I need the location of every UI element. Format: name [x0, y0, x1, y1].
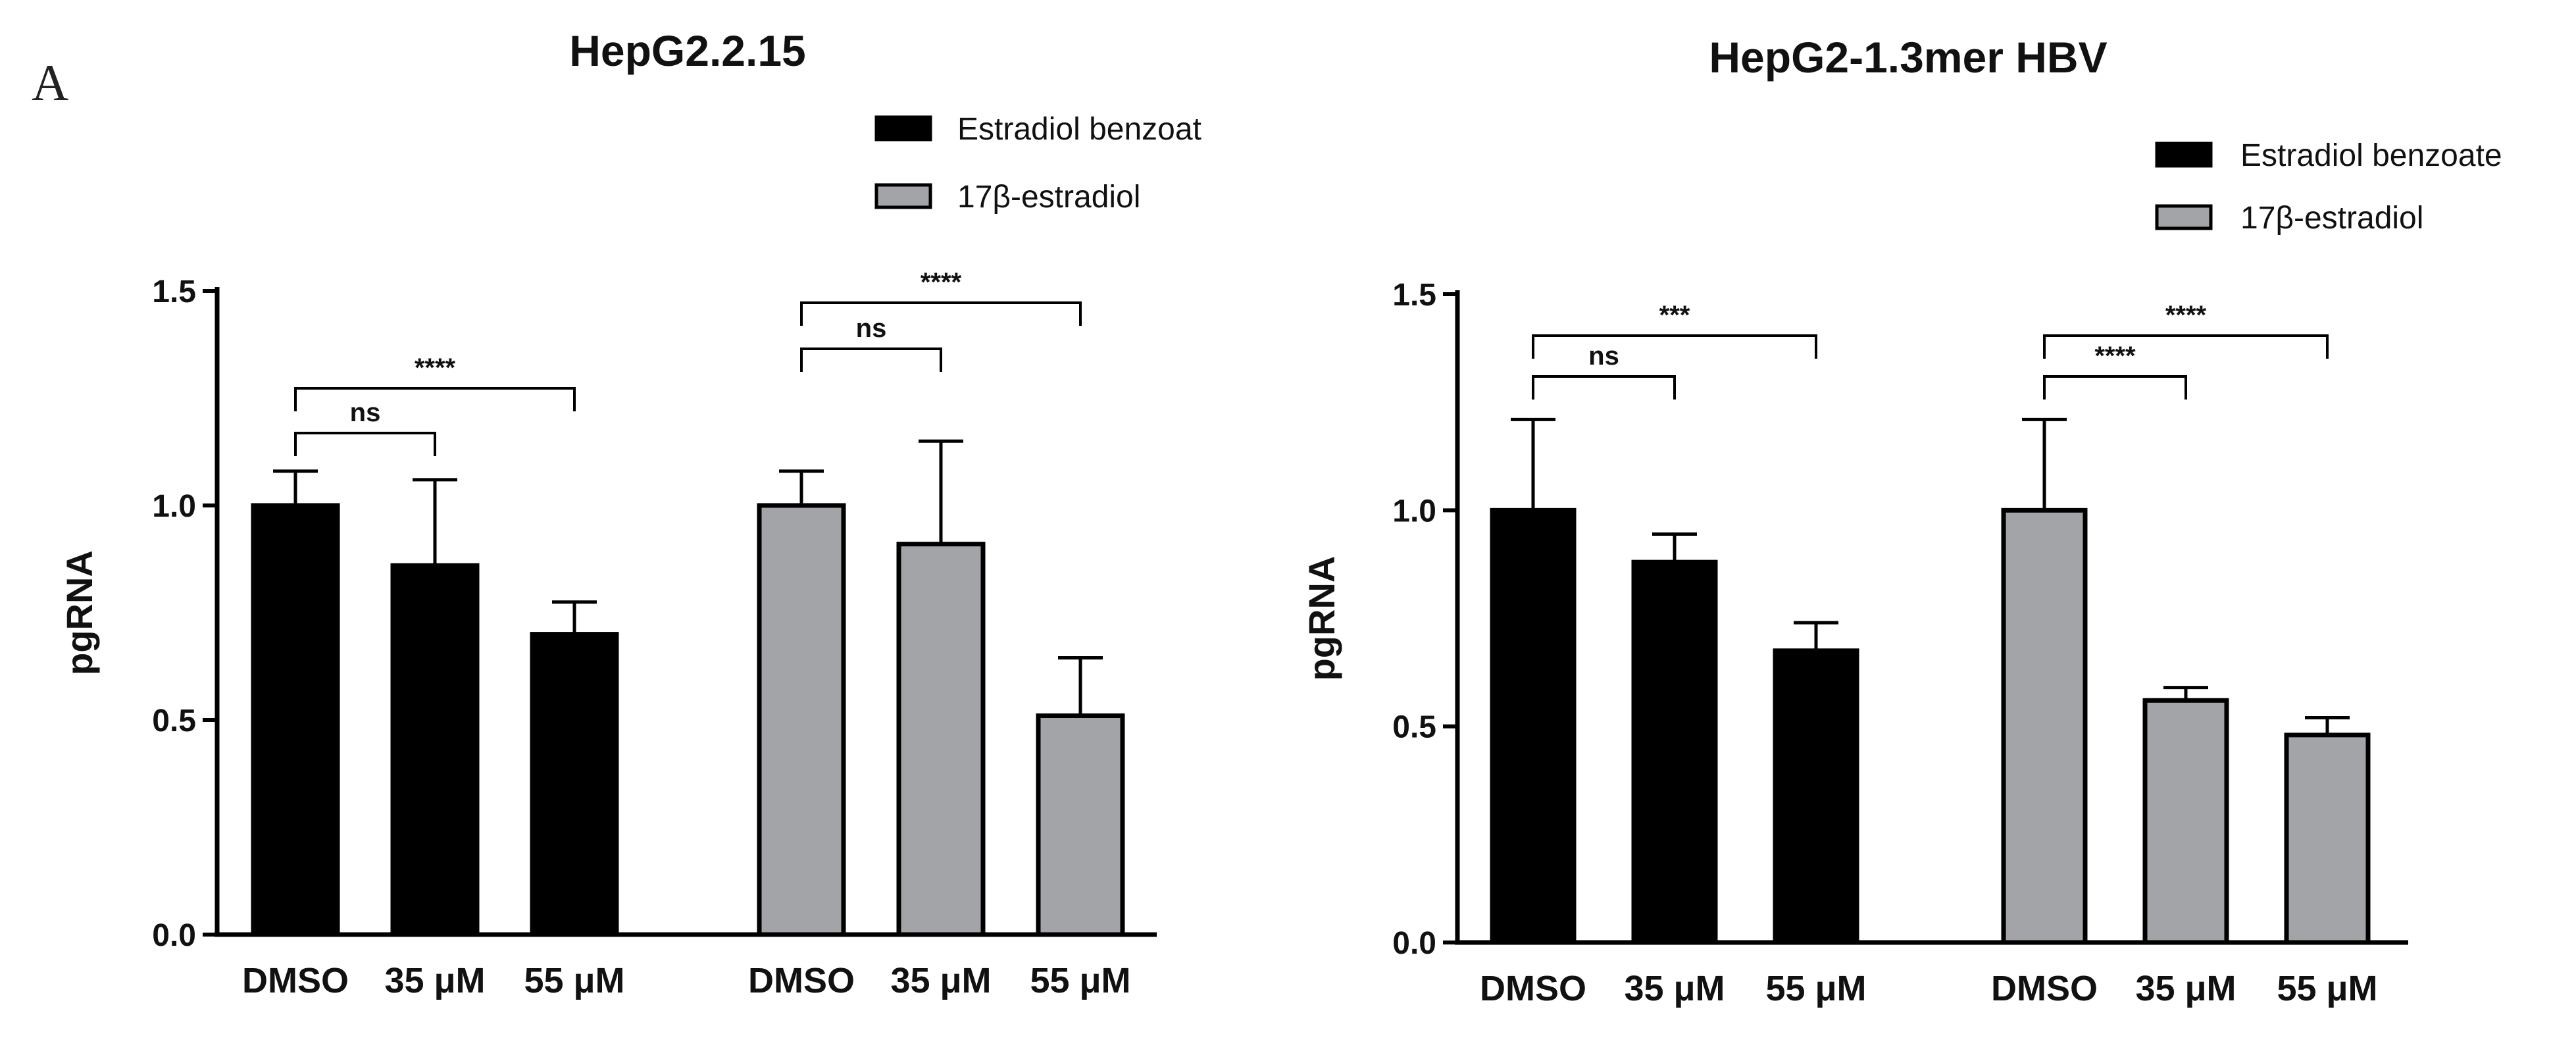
bar [1773, 648, 1859, 945]
legend-swatch [2155, 142, 2213, 168]
significance-bracket [294, 387, 576, 411]
y-tick-label: 0.5 [1392, 710, 1436, 745]
significance-label: ns [350, 398, 381, 427]
x-category-label: 55 μM [1030, 961, 1130, 1000]
significance-label: **** [2165, 301, 2207, 330]
x-category-label: DMSO [748, 961, 855, 1000]
x-category-label: DMSO [242, 961, 349, 1000]
chart-title: HepG2-1.3mer HBV [1709, 33, 2107, 82]
significance-bracket [800, 301, 1082, 326]
significance-label: *** [1659, 301, 1690, 330]
x-category-label: DMSO [1991, 969, 2098, 1008]
legend-swatch [874, 115, 932, 142]
significance-bracket [1532, 334, 1817, 359]
bar [1490, 507, 1577, 945]
y-tick-label: 0.5 [152, 704, 196, 738]
x-category-label: 35 μM [890, 961, 991, 1000]
significance-label: **** [921, 268, 962, 297]
bar [390, 563, 480, 937]
legend-label: 17β-estradiol [957, 180, 1140, 215]
chart-title: HepG2.2.15 [569, 26, 806, 75]
bar [2001, 507, 2088, 945]
bar [2284, 733, 2371, 945]
x-category-label: 35 μM [384, 961, 485, 1000]
y-axis-label: pgRNA [59, 550, 100, 675]
y-tick-label: 1.0 [152, 489, 196, 524]
x-category-label: 35 μM [1624, 969, 1725, 1008]
x-category-label: 55 μM [524, 961, 624, 1000]
significance-bracket [2043, 334, 2329, 359]
x-category-label: 35 μM [2135, 969, 2236, 1008]
x-category-label: 55 μM [2277, 969, 2377, 1008]
y-tick-label: 0.0 [1392, 926, 1436, 961]
legend-label: Estradiol benzoate [2240, 138, 2502, 173]
significance-bracket [800, 348, 942, 372]
chart-hepg2-2-15: HepG2.2.15 Estradiol benzoat 17β-estradiol… [59, 26, 1201, 1000]
significance-label: ns [856, 314, 887, 343]
significance-bracket [294, 432, 436, 456]
significance-bracket [1532, 375, 1676, 400]
legend-swatch [2155, 204, 2213, 230]
chart-hepg2-1-3mer-hbv: HepG2-1.3mer HBV Estradiol benzoate 17β-es… [1301, 33, 2502, 1008]
significance-bracket [2043, 375, 2187, 400]
y-tick-label: 0.0 [152, 918, 196, 953]
bar [757, 503, 846, 937]
bar [251, 503, 340, 937]
significance-label: **** [2094, 342, 2136, 371]
x-category-label: DMSO [1480, 969, 1586, 1008]
bar [896, 542, 986, 937]
legend-label: 17β-estradiol [2240, 201, 2423, 236]
x-category-label: 55 μM [1765, 969, 1866, 1008]
bar [2142, 698, 2229, 945]
legend-swatch [874, 183, 932, 209]
bar [1036, 713, 1125, 937]
significance-label: ns [1588, 342, 1619, 371]
panel-label: A [32, 54, 68, 111]
bar [530, 632, 619, 937]
y-tick-label: 1.5 [1392, 278, 1436, 313]
bar [1631, 559, 1718, 945]
significance-label: **** [415, 353, 456, 382]
legend-label: Estradiol benzoat [957, 112, 1201, 147]
y-tick-label: 1.5 [152, 274, 196, 309]
y-tick-label: 1.0 [1392, 494, 1436, 528]
y-axis-label: pgRNA [1301, 556, 1342, 681]
